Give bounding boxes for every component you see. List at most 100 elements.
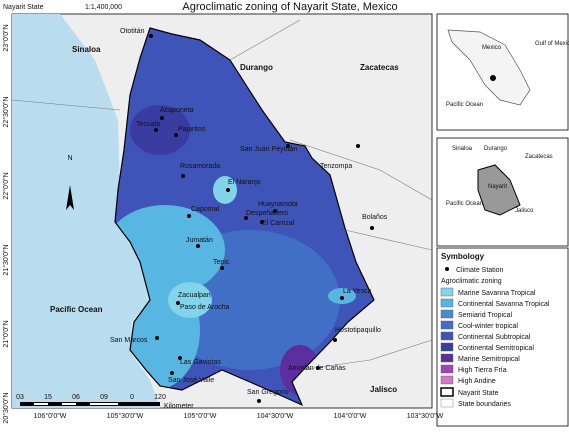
region-label: Jalisco (370, 385, 397, 394)
place-label: Tepic (213, 259, 230, 266)
legend-swatch (440, 287, 454, 297)
climate-station (316, 366, 320, 370)
climate-station (170, 371, 174, 375)
place-label: Paso de Arocha (180, 304, 230, 311)
climate-station (333, 338, 337, 342)
place-label: Hostotipaquillo (335, 327, 381, 334)
legend-label: Marine Semitropical (458, 356, 520, 363)
legend-label: Continental Semitropical (458, 345, 534, 352)
place-label: San Gregorio (247, 389, 289, 396)
legend-label: High Tierra Fría (458, 367, 507, 374)
lat-label: 20°30'0"N (2, 392, 10, 423)
scale-label: 09 (100, 394, 108, 401)
place-label: San Juan Peyotán (240, 146, 297, 153)
legend-label: Continental Savanna Tropical (458, 301, 550, 308)
north-label: N (67, 155, 72, 162)
scale-label: 0 (130, 394, 134, 401)
lat-label: 22°30'0"N (2, 96, 10, 127)
place-label: Bolaños (362, 214, 388, 221)
place-label: Acaponeta (160, 107, 194, 114)
north-arrow (66, 185, 74, 210)
legend-label: State boundaries (458, 401, 511, 408)
legend-swatch (440, 398, 454, 408)
climate-station (244, 216, 248, 220)
climate-station (187, 214, 191, 218)
legend-swatch (440, 387, 454, 397)
place-label: Rosamorada (180, 163, 220, 170)
inset-label: Pacific Ocean (446, 201, 483, 207)
title: Agroclimatic zoning of Nayarit State, Me… (182, 1, 397, 13)
place-label: La Yesca (343, 288, 372, 295)
legend-swatch (440, 375, 454, 385)
climate-station (174, 133, 178, 137)
climate-station (286, 144, 290, 148)
legend-swatch (440, 331, 454, 341)
legend-swatch (440, 342, 454, 352)
place-label: Pajaritos (178, 126, 206, 133)
climate-station (340, 296, 344, 300)
place-label: Despeñadero (246, 210, 288, 217)
climate-station (356, 144, 360, 148)
legend-label: Cool-winter tropical (458, 323, 518, 330)
inset-label: Pacific Ocean (446, 102, 483, 108)
place-label: Ototitán (120, 28, 145, 35)
legend-label: Semiarid Tropical (458, 312, 513, 319)
legend-label: Climate Station (456, 267, 504, 274)
scale-label: 120 (154, 394, 166, 401)
legend-label: Nayarit State (458, 390, 499, 397)
mexico-shape (447, 29, 531, 106)
legend-swatch (440, 364, 454, 374)
climate-station (160, 116, 164, 120)
legend-label: Agroclimatic zoning (441, 278, 502, 285)
nayarit-location (490, 75, 496, 81)
climate-station (370, 226, 374, 230)
lon-label: 106°0'0"W (34, 412, 67, 420)
climate-station (220, 266, 224, 270)
place-label: Zacualpan (178, 292, 211, 299)
inset-label: Nayarit (488, 184, 507, 190)
scale-label: 15 (44, 394, 52, 401)
place-label: Amatlán de Cañas (288, 365, 346, 372)
lat-label: 21°0'0"N (2, 320, 10, 347)
ocean (12, 14, 160, 408)
climate-station (181, 174, 185, 178)
state-label: Nayarit State (3, 4, 44, 11)
lon-label: 104°0'0"W (334, 412, 367, 420)
place-label: Las Gaviotas (180, 359, 221, 366)
region-label: Sinaloa (72, 45, 101, 54)
legend-swatch (440, 309, 454, 319)
scale-label: 06 (72, 394, 80, 401)
inset-label: Zacatecas (525, 154, 553, 160)
legend-label: Marine Savanna Tropical (458, 290, 536, 297)
legend-box (436, 247, 569, 427)
place-label: San José Valle (168, 377, 214, 384)
lat-label: 21°30'0"N (2, 244, 10, 275)
lon-label: 105°30'0"W (107, 412, 144, 420)
legend-label: Continental Subtropical (458, 334, 531, 341)
climate-station (176, 301, 180, 305)
region-label: Pacific Ocean (50, 305, 103, 314)
lat-label: 23°0'0"N (2, 24, 10, 51)
legend-swatch (440, 298, 454, 308)
legend-label: High Andine (458, 378, 496, 385)
place-label: Huaynamota (258, 201, 298, 208)
scale-bar (20, 402, 160, 406)
climate-station (257, 399, 261, 403)
lon-label: 105°0'0"W (184, 412, 217, 420)
place-label: San Marcos (110, 337, 148, 344)
inset-label: Jalisco (515, 208, 534, 214)
inset-label: Durango (484, 146, 508, 152)
climate-station (154, 128, 158, 132)
state-boundaries (11, 19, 433, 371)
legend-title: Symbology (441, 252, 485, 261)
lon-label: 103°30'0"W (407, 412, 444, 420)
legend-swatch (440, 353, 454, 363)
place-label: Capomal (191, 206, 219, 213)
legend-swatch (440, 320, 454, 330)
place-label: El Naranjo (228, 179, 261, 186)
region-label: Zacatecas (360, 63, 399, 72)
scale-label: 03 (16, 394, 24, 401)
inset-label: Mexico (482, 45, 502, 51)
scale-label: 1:1,400,000 (85, 4, 122, 11)
